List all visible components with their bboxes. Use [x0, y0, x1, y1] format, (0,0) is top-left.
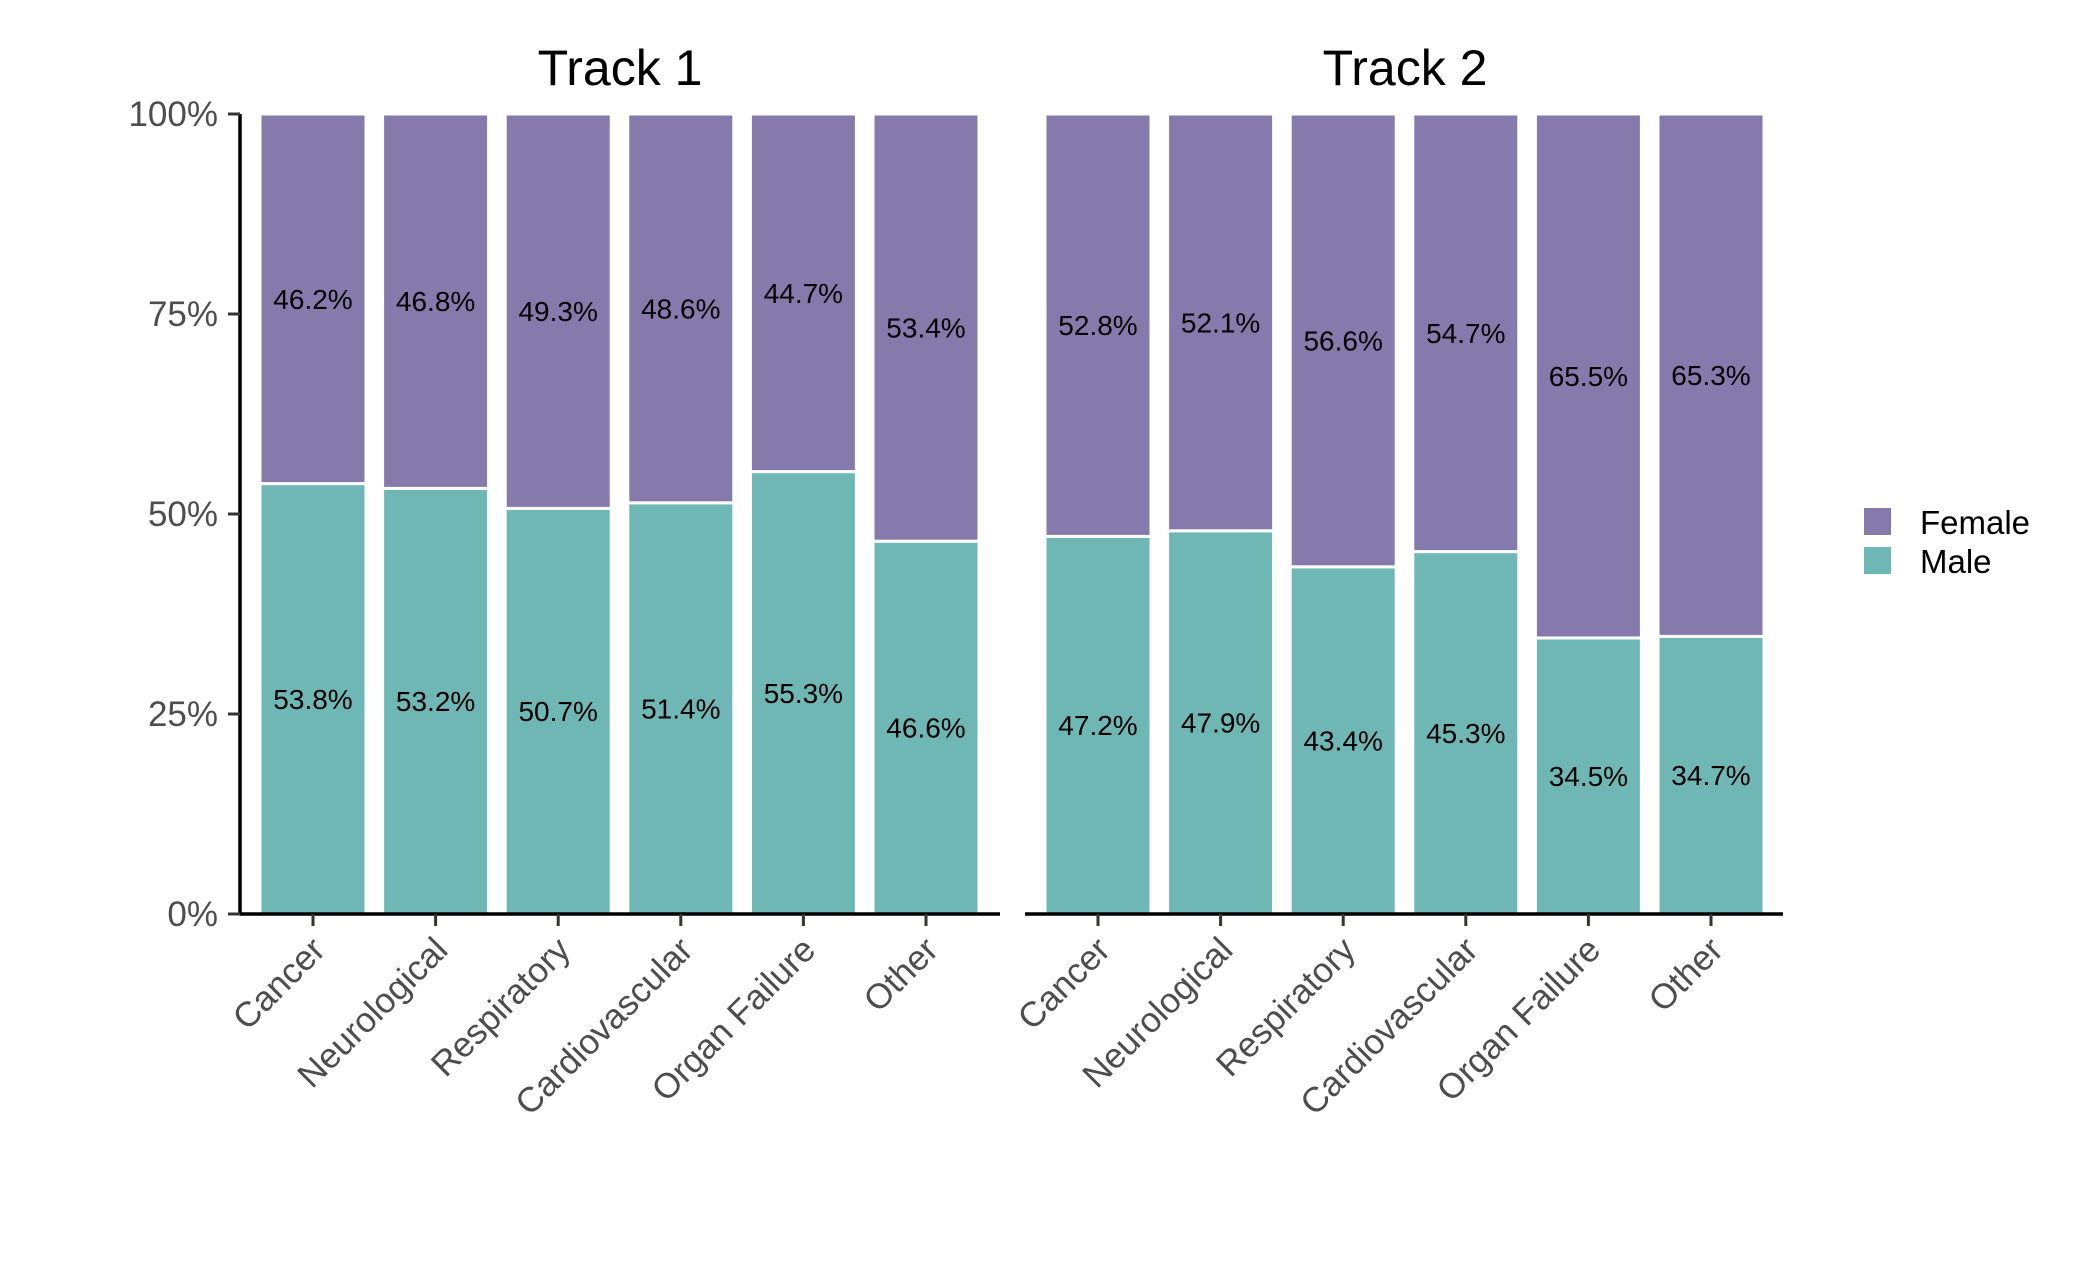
data-label: 34.7%	[1671, 760, 1750, 791]
panel-title-track-1: Track 1	[538, 40, 703, 96]
data-label: 51.4%	[641, 693, 720, 724]
data-label: 47.9%	[1181, 707, 1260, 738]
legend-swatch-female	[1864, 508, 1891, 535]
bar-male-cardiovascular	[1411, 550, 1521, 916]
y-tick-label: 50%	[148, 495, 218, 534]
legend: Female Male	[1864, 504, 2030, 580]
data-label: 48.6%	[641, 293, 720, 324]
data-label: 44.7%	[764, 278, 843, 309]
x-tick-label: Other	[856, 930, 946, 1020]
bar-female-cancer	[1043, 112, 1153, 538]
y-tick-label: 100%	[128, 95, 218, 134]
y-tick-label: 25%	[148, 695, 218, 734]
bar-female-respiratory	[1288, 112, 1398, 569]
x-tick-label: Cancer	[225, 930, 333, 1038]
data-label: 53.8%	[273, 684, 352, 715]
bar-female-other	[1656, 112, 1766, 638]
data-label: 50.7%	[518, 696, 597, 727]
y-tick-label: 0%	[167, 895, 218, 934]
legend-label-female: Female	[1920, 504, 2030, 541]
data-label: 53.2%	[396, 686, 475, 717]
data-label: 56.6%	[1303, 325, 1382, 356]
data-label: 49.3%	[518, 296, 597, 327]
x-tick-label: Other	[1641, 930, 1731, 1020]
bar-male-other	[871, 539, 981, 916]
bar-female-neurological	[381, 112, 491, 490]
data-label: 45.3%	[1426, 718, 1505, 749]
bar-male-organ-failure	[1533, 636, 1643, 916]
data-label: 52.8%	[1058, 310, 1137, 341]
panel-2: 47.2% 52.8% 47.9% 52.1% 43.4% 56.6% 45.3% 54.7%…	[1010, 112, 1783, 1123]
data-label: 52.1%	[1181, 307, 1260, 338]
data-label: 46.2%	[273, 284, 352, 315]
bar-male-other	[1656, 634, 1766, 916]
bar-female-other	[871, 112, 981, 543]
legend-swatch-male	[1864, 547, 1891, 574]
data-label: 54.7%	[1426, 318, 1505, 349]
bar-female-neurological	[1166, 112, 1276, 533]
legend-label-male: Male	[1920, 543, 1992, 580]
data-label: 43.4%	[1303, 725, 1382, 756]
bar-male-respiratory	[503, 506, 613, 916]
data-label: 65.5%	[1549, 361, 1628, 392]
bar-female-cardiovascular	[626, 112, 736, 505]
x-tick-label: Cancer	[1010, 930, 1118, 1038]
panel-1: 53.8% 46.2% 53.2% 46.8% 50.7% 49.3% 51.4% 48.6%…	[225, 112, 1000, 1123]
y-tick-label: 75%	[148, 295, 218, 334]
data-label: 46.6%	[886, 713, 965, 744]
data-label: 46.8%	[396, 286, 475, 317]
bar-male-cancer	[1043, 534, 1153, 916]
bar-female-organ-failure	[1533, 112, 1643, 640]
bar-female-cancer	[258, 112, 368, 486]
bar-male-cardiovascular	[626, 501, 736, 916]
data-label: 34.5%	[1549, 761, 1628, 792]
panel-title-track-2: Track 2	[1323, 40, 1488, 96]
data-label: 47.2%	[1058, 710, 1137, 741]
bar-female-organ-failure	[748, 112, 858, 474]
data-label: 53.4%	[886, 313, 965, 344]
bar-male-neurological	[1166, 529, 1276, 916]
axes-group: 0% 25% 50% 75% 100%	[128, 95, 242, 934]
data-label: 55.3%	[764, 678, 843, 709]
data-label: 65.3%	[1671, 360, 1750, 391]
bar-male-neurological	[381, 486, 491, 916]
bar-female-cardiovascular	[1411, 112, 1521, 554]
bar-female-respiratory	[503, 112, 613, 510]
